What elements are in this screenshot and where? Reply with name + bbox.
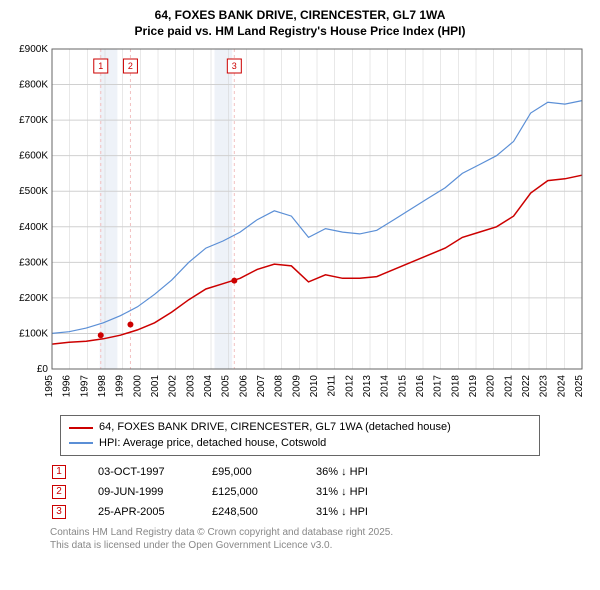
- legend: 64, FOXES BANK DRIVE, CIRENCESTER, GL7 1…: [60, 415, 540, 456]
- svg-text:2025: 2025: [574, 375, 585, 398]
- legend-row: 64, FOXES BANK DRIVE, CIRENCESTER, GL7 1…: [69, 420, 531, 435]
- table-row: 1 03-OCT-1997 £95,000 36% ↓ HPI: [52, 462, 590, 482]
- svg-text:1: 1: [98, 61, 103, 71]
- sales-table: 1 03-OCT-1997 £95,000 36% ↓ HPI 2 09-JUN…: [52, 462, 590, 522]
- legend-swatch: [69, 442, 93, 444]
- svg-text:2018: 2018: [450, 375, 461, 398]
- legend-swatch: [69, 427, 93, 429]
- svg-text:£400K: £400K: [19, 222, 48, 233]
- svg-text:2004: 2004: [203, 375, 214, 398]
- svg-text:2021: 2021: [503, 375, 514, 398]
- svg-text:2: 2: [128, 61, 133, 71]
- svg-text:2013: 2013: [362, 375, 373, 398]
- svg-text:2003: 2003: [185, 375, 196, 398]
- svg-text:2019: 2019: [468, 375, 479, 398]
- credit-line-2: This data is licensed under the Open Gov…: [50, 539, 590, 552]
- svg-text:1999: 1999: [115, 375, 126, 398]
- legend-label: HPI: Average price, detached house, Cots…: [99, 436, 326, 451]
- svg-text:2008: 2008: [274, 375, 285, 398]
- svg-text:2016: 2016: [415, 375, 426, 398]
- sale-date: 03-OCT-1997: [98, 466, 188, 478]
- svg-text:£800K: £800K: [19, 80, 48, 91]
- svg-text:2009: 2009: [291, 375, 302, 398]
- svg-text:£200K: £200K: [19, 293, 48, 304]
- title-line-2: Price paid vs. HM Land Registry's House …: [10, 24, 590, 40]
- sale-marker-icon: 2: [52, 485, 66, 499]
- svg-text:2017: 2017: [433, 375, 444, 398]
- credit-line-1: Contains HM Land Registry data © Crown c…: [50, 526, 590, 539]
- svg-text:2011: 2011: [327, 375, 338, 397]
- svg-text:2005: 2005: [221, 375, 232, 398]
- sale-marker-icon: 1: [52, 465, 66, 479]
- svg-text:1998: 1998: [97, 375, 108, 398]
- sale-price: £125,000: [212, 486, 292, 498]
- svg-text:£700K: £700K: [19, 115, 48, 126]
- svg-text:2002: 2002: [168, 375, 179, 398]
- svg-text:2010: 2010: [309, 375, 320, 398]
- svg-text:2020: 2020: [486, 375, 497, 398]
- svg-text:2000: 2000: [132, 375, 143, 398]
- svg-text:1996: 1996: [62, 375, 73, 398]
- sale-price: £95,000: [212, 466, 292, 478]
- sale-price: £248,500: [212, 506, 292, 518]
- svg-text:2007: 2007: [256, 375, 267, 398]
- chart-title: 64, FOXES BANK DRIVE, CIRENCESTER, GL7 1…: [10, 8, 590, 39]
- svg-text:2014: 2014: [380, 375, 391, 398]
- svg-text:1997: 1997: [79, 375, 90, 398]
- svg-text:2012: 2012: [344, 375, 355, 398]
- sale-marker-icon: 3: [52, 505, 66, 519]
- sale-date: 25-APR-2005: [98, 506, 188, 518]
- price-chart: £0 £100K £200K £300K £400K £500K £600K £700K £80…: [10, 43, 590, 409]
- title-line-1: 64, FOXES BANK DRIVE, CIRENCESTER, GL7 1…: [10, 8, 590, 24]
- svg-text:2006: 2006: [238, 375, 249, 398]
- svg-text:3: 3: [232, 61, 237, 71]
- svg-text:£600K: £600K: [19, 151, 48, 162]
- sale-delta: 31% ↓ HPI: [316, 506, 406, 518]
- svg-text:£100K: £100K: [19, 329, 48, 340]
- svg-text:£300K: £300K: [19, 258, 48, 269]
- svg-text:£0: £0: [37, 364, 49, 375]
- sale-date: 09-JUN-1999: [98, 486, 188, 498]
- svg-text:2022: 2022: [521, 375, 532, 398]
- table-row: 3 25-APR-2005 £248,500 31% ↓ HPI: [52, 502, 590, 522]
- chart-svg: £0 £100K £200K £300K £400K £500K £600K £700K £80…: [10, 43, 590, 409]
- svg-text:2001: 2001: [150, 375, 161, 398]
- svg-text:£500K: £500K: [19, 186, 48, 197]
- svg-text:2024: 2024: [556, 375, 567, 398]
- svg-text:1995: 1995: [44, 375, 55, 398]
- sale-delta: 31% ↓ HPI: [316, 486, 406, 498]
- legend-row: HPI: Average price, detached house, Cots…: [69, 436, 531, 451]
- legend-label: 64, FOXES BANK DRIVE, CIRENCESTER, GL7 1…: [99, 420, 451, 435]
- svg-text:2023: 2023: [539, 375, 550, 398]
- svg-text:2015: 2015: [397, 375, 408, 398]
- sale-delta: 36% ↓ HPI: [316, 466, 406, 478]
- svg-text:£900K: £900K: [19, 44, 48, 55]
- credit-text: Contains HM Land Registry data © Crown c…: [50, 526, 590, 552]
- table-row: 2 09-JUN-1999 £125,000 31% ↓ HPI: [52, 482, 590, 502]
